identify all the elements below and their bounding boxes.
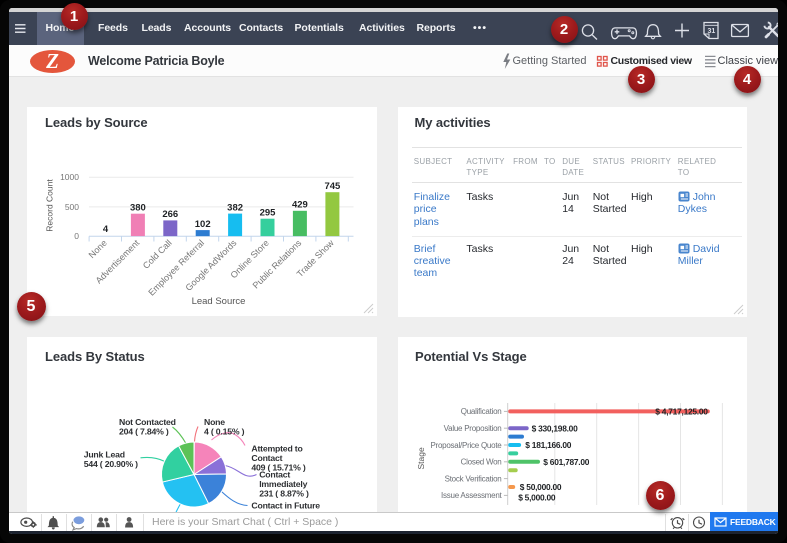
svg-text:0: 0: [74, 231, 79, 241]
svg-text:$ 181,166.00: $ 181,166.00: [525, 440, 571, 450]
svg-text:Contact in Future: Contact in Future: [251, 500, 320, 510]
svg-text:None: None: [204, 417, 225, 427]
svg-text:Attempted to: Attempted to: [251, 443, 302, 453]
svg-text:Record Count: Record Count: [44, 178, 54, 231]
svg-text:None: None: [86, 237, 108, 259]
svg-text:Stage: Stage: [416, 447, 426, 469]
svg-text:4 ( 0.15% ): 4 ( 0.15% ): [204, 426, 245, 436]
svg-text:745: 745: [324, 181, 341, 192]
svg-text:Proposal/Price Quote: Proposal/Price Quote: [430, 440, 502, 449]
svg-text:409 ( 15.71% ): 409 ( 15.71% ): [251, 462, 305, 472]
svg-text:Lead Source: Lead Source: [191, 296, 245, 307]
svg-text:1000: 1000: [60, 172, 79, 182]
svg-text:Cold Call: Cold Call: [140, 237, 173, 270]
svg-text:Employee Referral: Employee Referral: [146, 237, 206, 297]
svg-text:$ 5,000.00: $ 5,000.00: [518, 492, 556, 502]
svg-text:Closed Won: Closed Won: [461, 457, 502, 466]
svg-text:204 ( 7.84% ): 204 ( 7.84% ): [119, 426, 169, 436]
svg-text:4: 4: [102, 223, 108, 234]
svg-text:466 ( 17.90% ): 466 ( 17.90% ): [251, 510, 305, 512]
svg-text:31: 31: [708, 27, 716, 34]
svg-text:102: 102: [194, 218, 210, 229]
svg-text:Not Contacted: Not Contacted: [119, 417, 176, 427]
svg-text:Issue Assessment: Issue Assessment: [441, 491, 503, 500]
svg-text:$ 50,000.00: $ 50,000.00: [520, 482, 562, 492]
svg-text:$ 4,717,125.00: $ 4,717,125.00: [655, 406, 708, 416]
svg-text:Stock Verification: Stock Verification: [445, 474, 502, 483]
svg-text:266: 266: [162, 209, 178, 220]
svg-text:Contact: Contact: [251, 453, 282, 463]
svg-text:295: 295: [259, 207, 276, 218]
svg-text:429: 429: [291, 199, 307, 210]
svg-text:Value Proposition: Value Proposition: [444, 424, 502, 433]
svg-text:Immediately: Immediately: [259, 479, 307, 489]
svg-text:231 ( 8.87% ): 231 ( 8.87% ): [259, 488, 309, 498]
svg-text:$ 330,198.00: $ 330,198.00: [532, 423, 578, 433]
svg-text:544 ( 20.90% ): 544 ( 20.90% ): [83, 459, 137, 469]
svg-text:Junk Lead: Junk Lead: [83, 449, 124, 459]
svg-text:380: 380: [129, 202, 145, 213]
svg-text:Contact: Contact: [259, 469, 290, 479]
svg-text:500: 500: [64, 201, 78, 211]
svg-text:Qualification: Qualification: [461, 407, 502, 416]
svg-text:$ 601,787.00: $ 601,787.00: [543, 457, 589, 467]
svg-text:382: 382: [227, 202, 243, 213]
